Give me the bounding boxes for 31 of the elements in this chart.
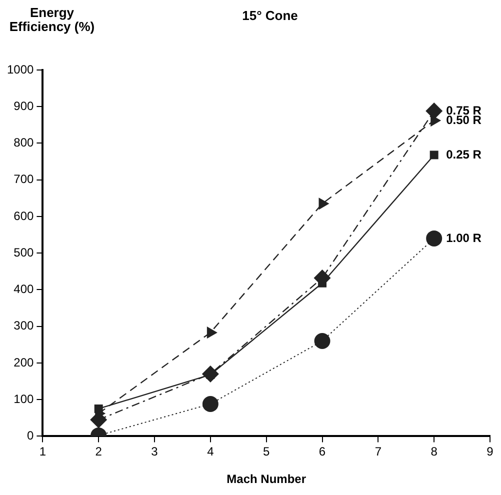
point (426, 230, 442, 246)
series-label: 0.25 R (446, 147, 482, 162)
y-tick-label: 200 (14, 355, 34, 370)
x-tick-label: 3 (151, 444, 158, 459)
x-tick-label: 1 (39, 444, 46, 459)
x-axis-title: Mach Number (226, 472, 306, 486)
point (430, 150, 438, 160)
point (206, 326, 218, 339)
series-label: 1.00 R (446, 230, 482, 245)
point (94, 404, 103, 413)
y-tick-label: 700 (14, 172, 34, 186)
y-axis-title: Energy Efficiency (%) (8, 5, 96, 34)
y-tick-label: 300 (14, 318, 34, 333)
y-tick-label: 1000 (6, 62, 34, 76)
y-tick-label: 100 (14, 392, 34, 406)
x-tick-label: 6 (318, 444, 326, 459)
y-tick-label: 500 (14, 245, 34, 260)
y-tick-label: 400 (14, 282, 34, 296)
x-tick-label: 5 (263, 444, 270, 459)
x-tick-label: 4 (207, 444, 214, 459)
x-tick-label: 7 (374, 444, 382, 459)
y-tick-label: 900 (14, 98, 34, 113)
point (314, 332, 330, 349)
x-tick-label: 9 (486, 444, 494, 459)
x-tick-label: 2 (95, 444, 102, 459)
chart-title: 15° Cone (241, 8, 299, 23)
point (202, 396, 218, 412)
x-tick-label: 8 (430, 444, 438, 459)
y-tick-label: 0 (27, 428, 34, 443)
y-tick-label: 800 (14, 136, 34, 150)
y-tick-label: 600 (14, 208, 34, 223)
